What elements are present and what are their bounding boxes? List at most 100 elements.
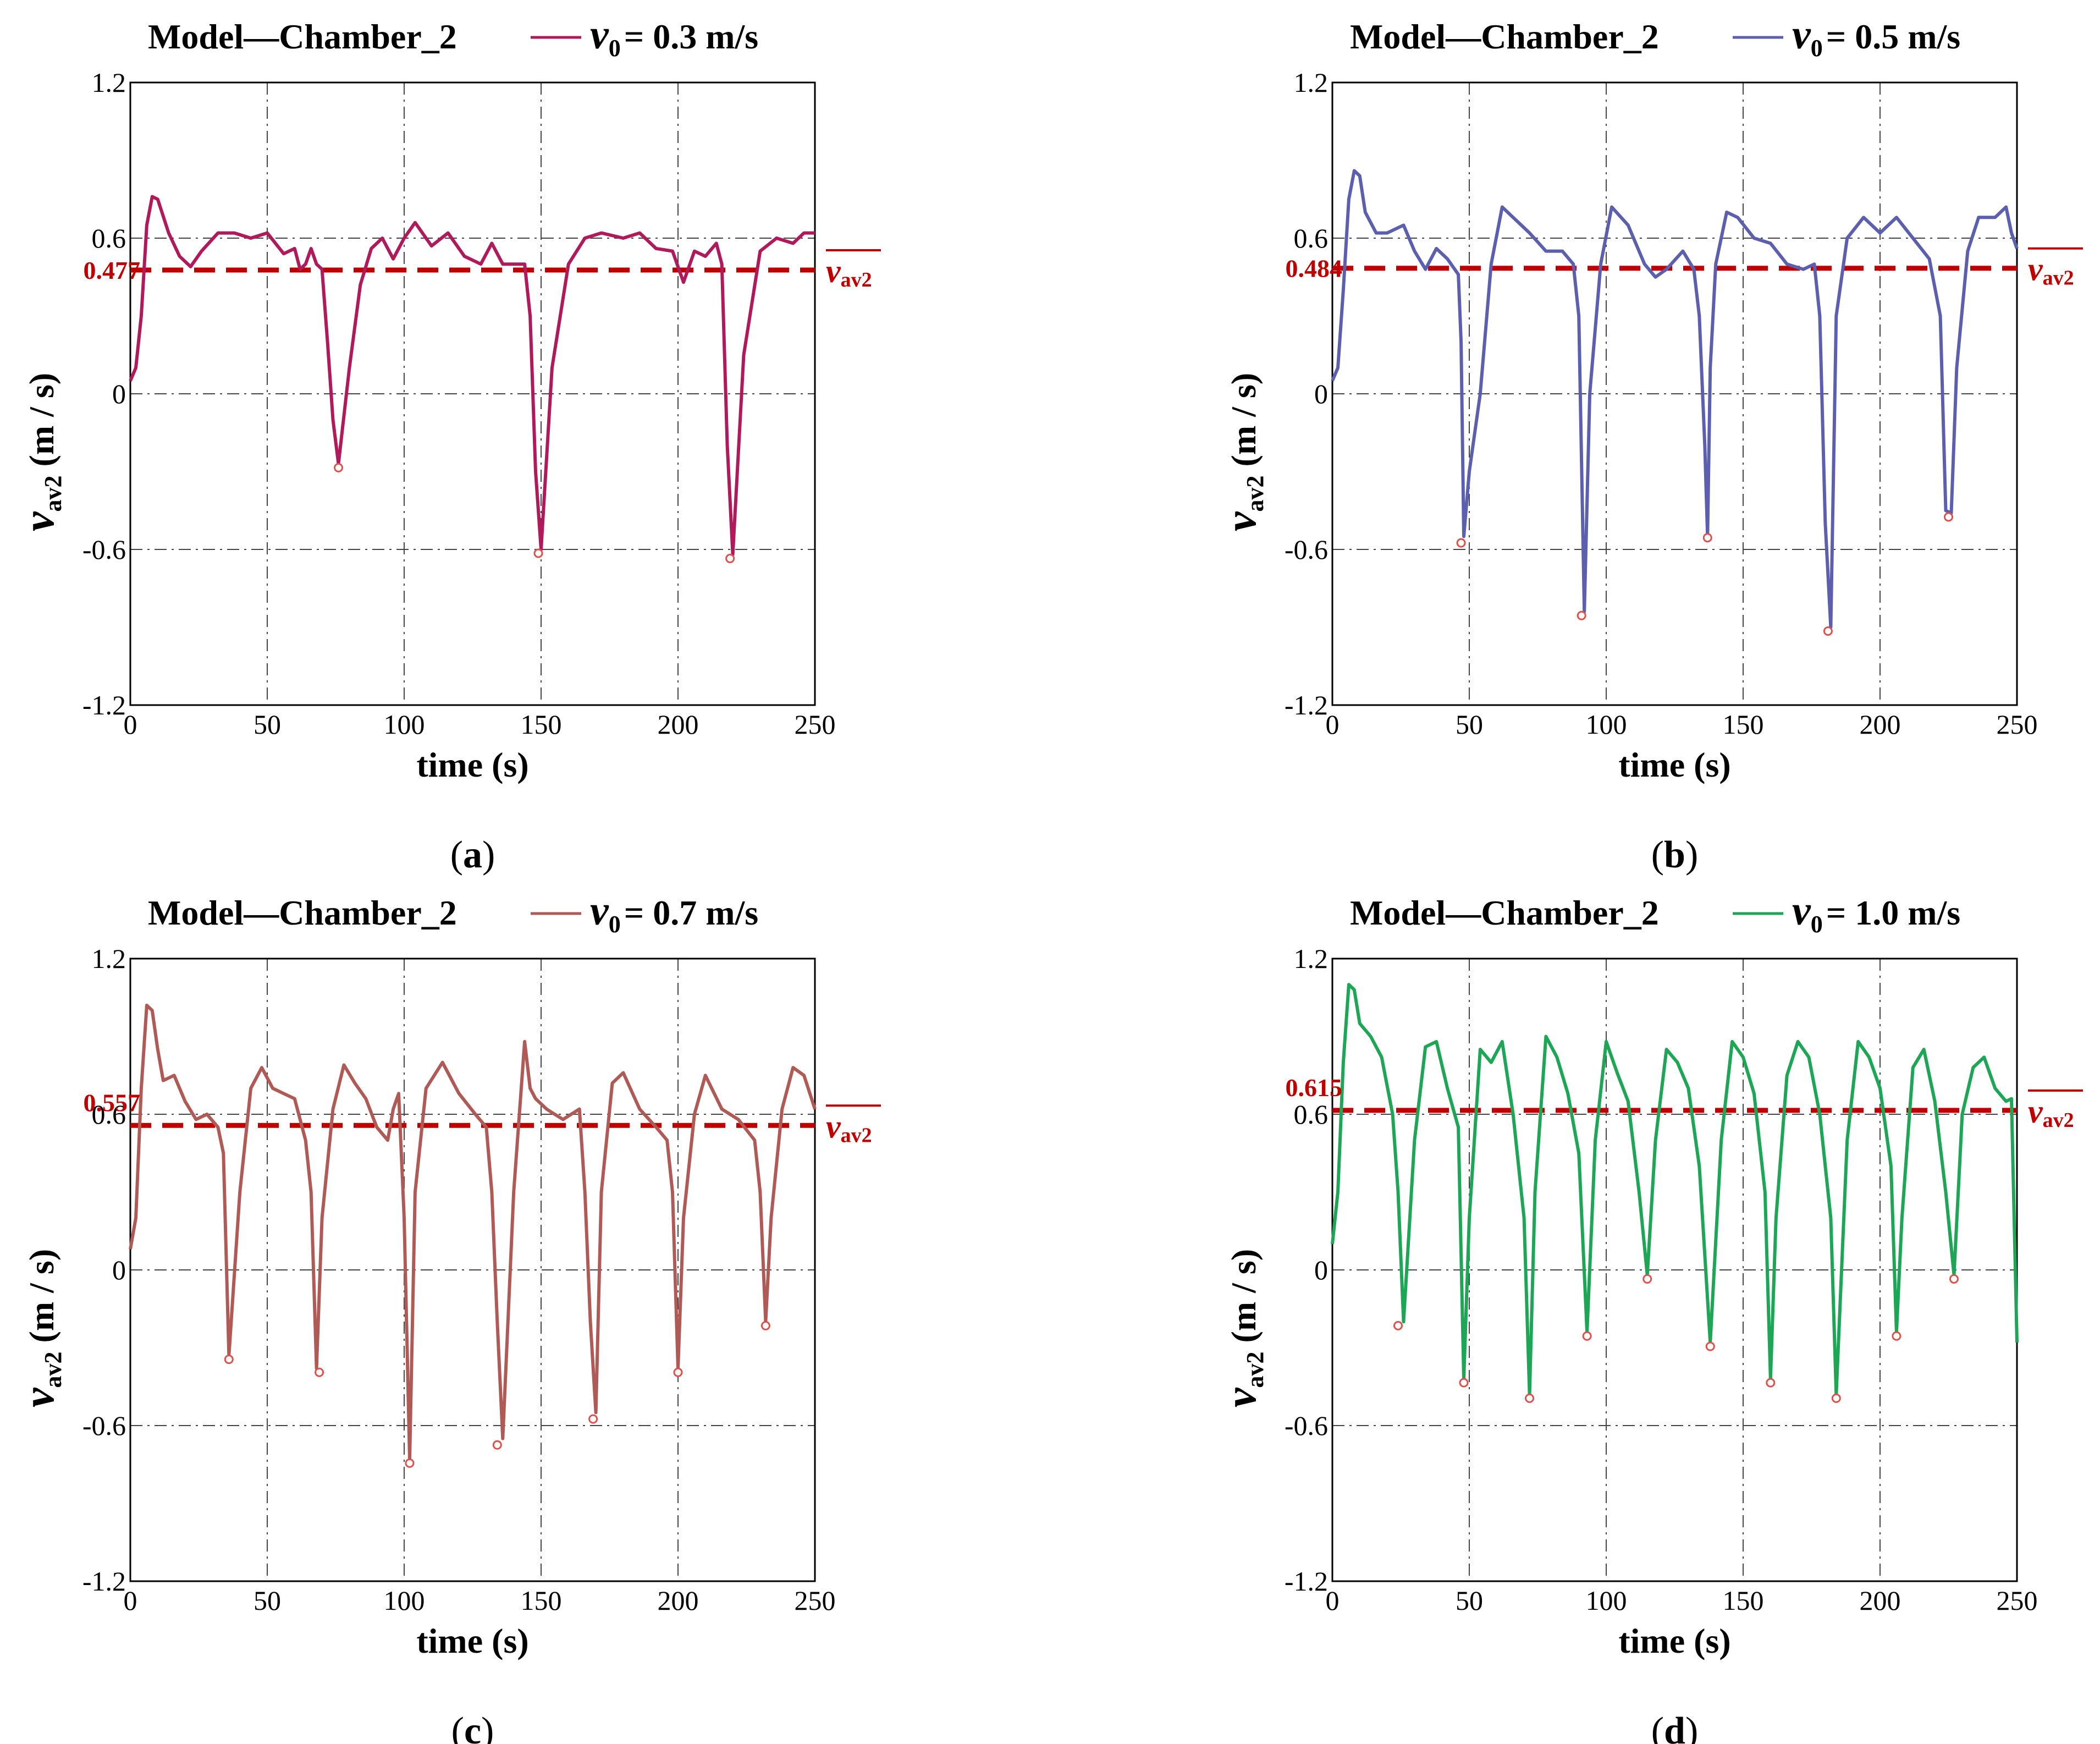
y-label-subscript-a: av2 (40, 475, 67, 511)
x-tick-label-c-1: 50 (253, 1585, 281, 1616)
minimum-marker-b-2 (1702, 533, 1712, 543)
x-axis-label-b: time (s) (1618, 745, 1730, 784)
x-tick-labels-d: 0 50 100 150 200 250 (1326, 1585, 2038, 1616)
x-tick-label-c-4: 200 (658, 1585, 699, 1616)
minimum-marker-d-7 (1831, 1393, 1841, 1403)
y-tick-labels-b: -1.2 -0.6 0 0.6 1.2 (1285, 67, 1328, 720)
y-tick-label-d-0: -1.2 (1285, 1566, 1328, 1597)
legend-subscript-c: 0 (609, 911, 621, 938)
mean-legend-a: vav2 (826, 253, 872, 291)
x-tick-label-d-1: 50 (1456, 1585, 1483, 1616)
y-tick-label-d-1: -0.6 (1285, 1410, 1328, 1441)
minima-markers-c (224, 1321, 770, 1468)
y-axis-label-a: vav2 (m / s) (15, 373, 67, 531)
x-tick-label-a-3: 150 (521, 709, 562, 740)
legend-subscript-a: 0 (609, 35, 621, 62)
y-tick-label-b-1: -0.6 (1285, 534, 1328, 565)
minimum-marker-c-0 (224, 1355, 234, 1365)
chart-title-d: Model—Chamber_2 (1350, 893, 1659, 932)
mean-value-label-b: 0.484 (1286, 255, 1343, 283)
minimum-marker-c-4 (588, 1414, 598, 1424)
mean-legend-subscript-c: av2 (841, 1124, 872, 1147)
minimum-marker-b-0 (1456, 538, 1466, 548)
legend-symbol-c: v (590, 888, 609, 934)
x-tick-label-b-4: 200 (1860, 709, 1901, 740)
panel-caption-letter-a: a (463, 834, 482, 876)
minimum-marker-d-9 (1949, 1274, 1959, 1284)
legend-value-c: = 0.7 m/s (624, 893, 758, 932)
minimum-marker-d-4 (1642, 1274, 1652, 1284)
y-label-symbol-d: v (1217, 1387, 1265, 1407)
x-tick-label-d-3: 150 (1723, 1585, 1764, 1616)
x-tick-label-c-5: 250 (795, 1585, 836, 1616)
minimum-marker-c-3 (492, 1440, 502, 1450)
mean-legend-symbol-c: v (826, 1108, 841, 1145)
panel-caption-letter-b: b (1664, 834, 1685, 876)
x-tick-label-c-2: 100 (384, 1585, 425, 1616)
y-tick-label-a-4: 1.2 (92, 67, 126, 98)
x-tick-label-b-3: 150 (1723, 709, 1764, 740)
mean-value-label-c: 0.557 (84, 1088, 141, 1116)
x-tick-labels-b: 0 50 100 150 200 250 (1326, 709, 2038, 740)
legend-label-c: v0= 0.7 m/s (590, 888, 758, 938)
minimum-marker-b-3 (1823, 626, 1833, 636)
panel-c: -1.2 -0.6 0 0.6 1.2 0 50 100 150 200 250 Model—Ch… (15, 888, 881, 1744)
mean-value-label-a: 0.477 (84, 256, 141, 284)
x-tick-label-d-0: 0 (1326, 1585, 1340, 1616)
minimum-marker-b-4 (1944, 512, 1953, 522)
panel-a: -1.2 -0.6 0 0.6 1.2 0 50 100 150 200 250 Model—Ch… (15, 12, 881, 876)
y-tick-label-a-0: -1.2 (82, 690, 126, 720)
y-label-subscript-b: av2 (1242, 475, 1269, 511)
minimum-marker-a-2 (725, 553, 735, 563)
x-tick-label-b-0: 0 (1326, 709, 1340, 740)
minimum-marker-d-0 (1393, 1321, 1403, 1330)
y-tick-label-b-2: 0 (1314, 378, 1328, 409)
minimum-marker-a-0 (333, 463, 343, 472)
chart-title-b: Model—Chamber_2 (1350, 17, 1659, 56)
y-tick-label-d-4: 1.2 (1294, 943, 1329, 974)
x-tick-label-a-0: 0 (124, 709, 137, 740)
minimum-marker-d-1 (1459, 1378, 1469, 1388)
grid-c (130, 959, 815, 1581)
mean-legend-symbol-a: v (826, 253, 841, 289)
plot-frame-b (1331, 81, 2018, 706)
y-tick-label-c-3: 0.6 (92, 1099, 126, 1130)
x-axis-label-d: time (s) (1618, 1621, 1730, 1660)
x-tick-label-c-0: 0 (124, 1585, 137, 1616)
legend-label-d: v0= 1.0 m/s (1792, 888, 1960, 938)
minimum-marker-d-5 (1705, 1341, 1715, 1351)
x-tick-label-a-5: 250 (795, 709, 836, 740)
y-tick-label-c-2: 0 (112, 1255, 126, 1285)
minimum-marker-a-1 (533, 548, 543, 558)
y-tick-label-c-1: -0.6 (82, 1410, 126, 1441)
legend-label-a: v0= 0.3 m/s (590, 12, 758, 62)
series-line-b (1331, 169, 2019, 629)
x-tick-label-b-1: 50 (1456, 709, 1483, 740)
x-tick-label-c-3: 150 (521, 1585, 562, 1616)
y-tick-label-c-0: -1.2 (82, 1566, 126, 1597)
mean-legend-d: vav2 (2028, 1093, 2074, 1132)
minimum-marker-d-6 (1766, 1378, 1776, 1388)
y-tick-label-b-0: -1.2 (1285, 690, 1328, 720)
grid-d (1332, 959, 2017, 1581)
grid-b (1332, 82, 2017, 705)
x-tick-label-d-2: 100 (1586, 1585, 1627, 1616)
minima-markers-b (1456, 512, 1953, 636)
y-label-units-b: (m / s) (1224, 373, 1263, 476)
y-label-symbol-b: v (1217, 511, 1265, 531)
minimum-marker-c-6 (760, 1321, 770, 1330)
legend-value-b: = 0.5 m/s (1826, 17, 1960, 56)
y-tick-labels-c: -1.2 -0.6 0 0.6 1.2 (82, 943, 126, 1597)
minimum-marker-b-1 (1577, 610, 1586, 620)
mean-legend-b: vav2 (2028, 251, 2074, 290)
mean-legend-subscript-d: av2 (2043, 1109, 2074, 1132)
panel-caption-a: (a) (450, 834, 495, 876)
mean-legend-symbol-b: v (2028, 251, 2043, 288)
panel-caption-b: (b) (1651, 834, 1699, 876)
panel-d: -1.2 -0.6 0 0.6 1.2 0 50 100 150 200 250 Model—Ch… (1217, 888, 2083, 1744)
y-tick-labels-a: -1.2 -0.6 0 0.6 1.2 (82, 67, 126, 720)
y-tick-labels-d: -1.2 -0.6 0 0.6 1.2 (1285, 943, 1328, 1597)
minimum-marker-d-8 (1892, 1331, 1901, 1341)
minimum-marker-c-2 (405, 1458, 415, 1468)
